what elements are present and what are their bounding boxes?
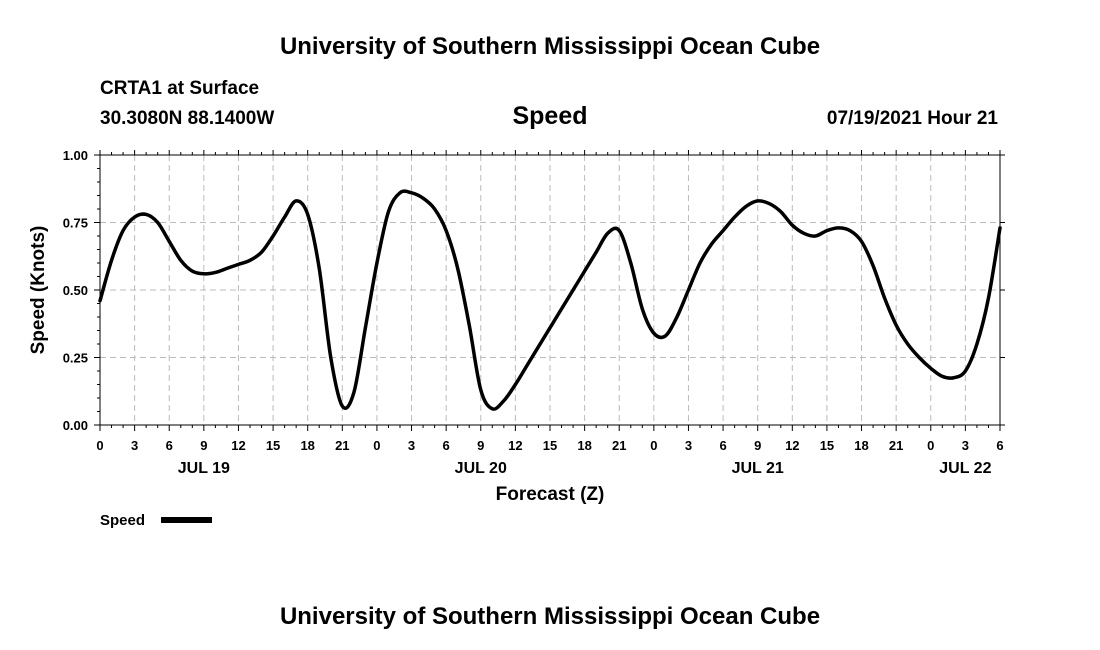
x-tick-label: 12 [231, 438, 245, 453]
x-tick-label: 0 [927, 438, 934, 453]
x-tick-label: 3 [685, 438, 692, 453]
x-tick-label: 0 [96, 438, 103, 453]
x-axis-label: Forecast (Z) [496, 484, 605, 505]
x-tick-label: 21 [612, 438, 626, 453]
x-tick-label: 0 [650, 438, 657, 453]
x-tick-label: 6 [996, 438, 1003, 453]
x-tick-labels: 0 3 6 9 12 15 18 21 0 3 6 9 12 15 18 21 0 3 6 9 12 15 18 21 0 3 6 [96, 438, 1003, 453]
date-labels: JUL 19 JUL 20 JUL 21 JUL 22 [178, 460, 992, 477]
x-tick-label: 3 [962, 438, 969, 453]
x-tick-label: 18 [300, 438, 314, 453]
x-tick-label: 6 [443, 438, 450, 453]
x-tick-label: 15 [820, 438, 834, 453]
x-tick-label: 3 [408, 438, 415, 453]
station-coords: 30.3080N 88.1400W [100, 108, 274, 129]
x-tick-label: 6 [166, 438, 173, 453]
speed-series-line [98, 189, 1002, 411]
y-tick-label: 0.50 [63, 283, 88, 298]
x-tick-label: 9 [200, 438, 207, 453]
x-tick-label: 12 [785, 438, 799, 453]
x-tick-label: 21 [889, 438, 903, 453]
y-tick-label: 1.00 [63, 148, 88, 163]
x-tick-label: 3 [131, 438, 138, 453]
x-tick-label: 15 [543, 438, 557, 453]
y-tick-label: 0.75 [63, 216, 88, 231]
x-tick-label: 18 [854, 438, 868, 453]
y-axis-label: Speed (Knots) [28, 226, 49, 355]
date-label: JUL 22 [939, 460, 991, 477]
x-tick-label: 9 [477, 438, 484, 453]
x-tick-label: 21 [335, 438, 349, 453]
plot-frame [99, 154, 1001, 426]
y-tick-labels: 0.00 0.25 0.50 0.75 1.00 [63, 148, 88, 433]
y-tick-label: 0.00 [63, 418, 88, 433]
top-title: University of Southern Mississippi Ocean… [280, 33, 820, 60]
x-tick-label: 9 [754, 438, 761, 453]
x-tick-label: 15 [266, 438, 280, 453]
x-tick-label: 18 [577, 438, 591, 453]
legend-swatch [161, 517, 212, 523]
date-label: JUL 19 [178, 460, 230, 477]
x-tick-label: 6 [719, 438, 726, 453]
x-tick-label: 12 [508, 438, 522, 453]
forecast-timestamp: 07/19/2021 Hour 21 [827, 108, 999, 129]
legend-label: Speed [100, 512, 145, 529]
chart-variable-title: Speed [512, 102, 587, 130]
y-tick-label: 0.25 [63, 351, 88, 366]
x-tick-label: 0 [373, 438, 380, 453]
grid-lines [100, 155, 1000, 425]
date-label: JUL 21 [732, 460, 784, 477]
date-label: JUL 20 [455, 460, 507, 477]
station-label: CRTA1 at Surface [100, 78, 259, 99]
bottom-title: University of Southern Mississippi Ocean… [280, 603, 820, 630]
